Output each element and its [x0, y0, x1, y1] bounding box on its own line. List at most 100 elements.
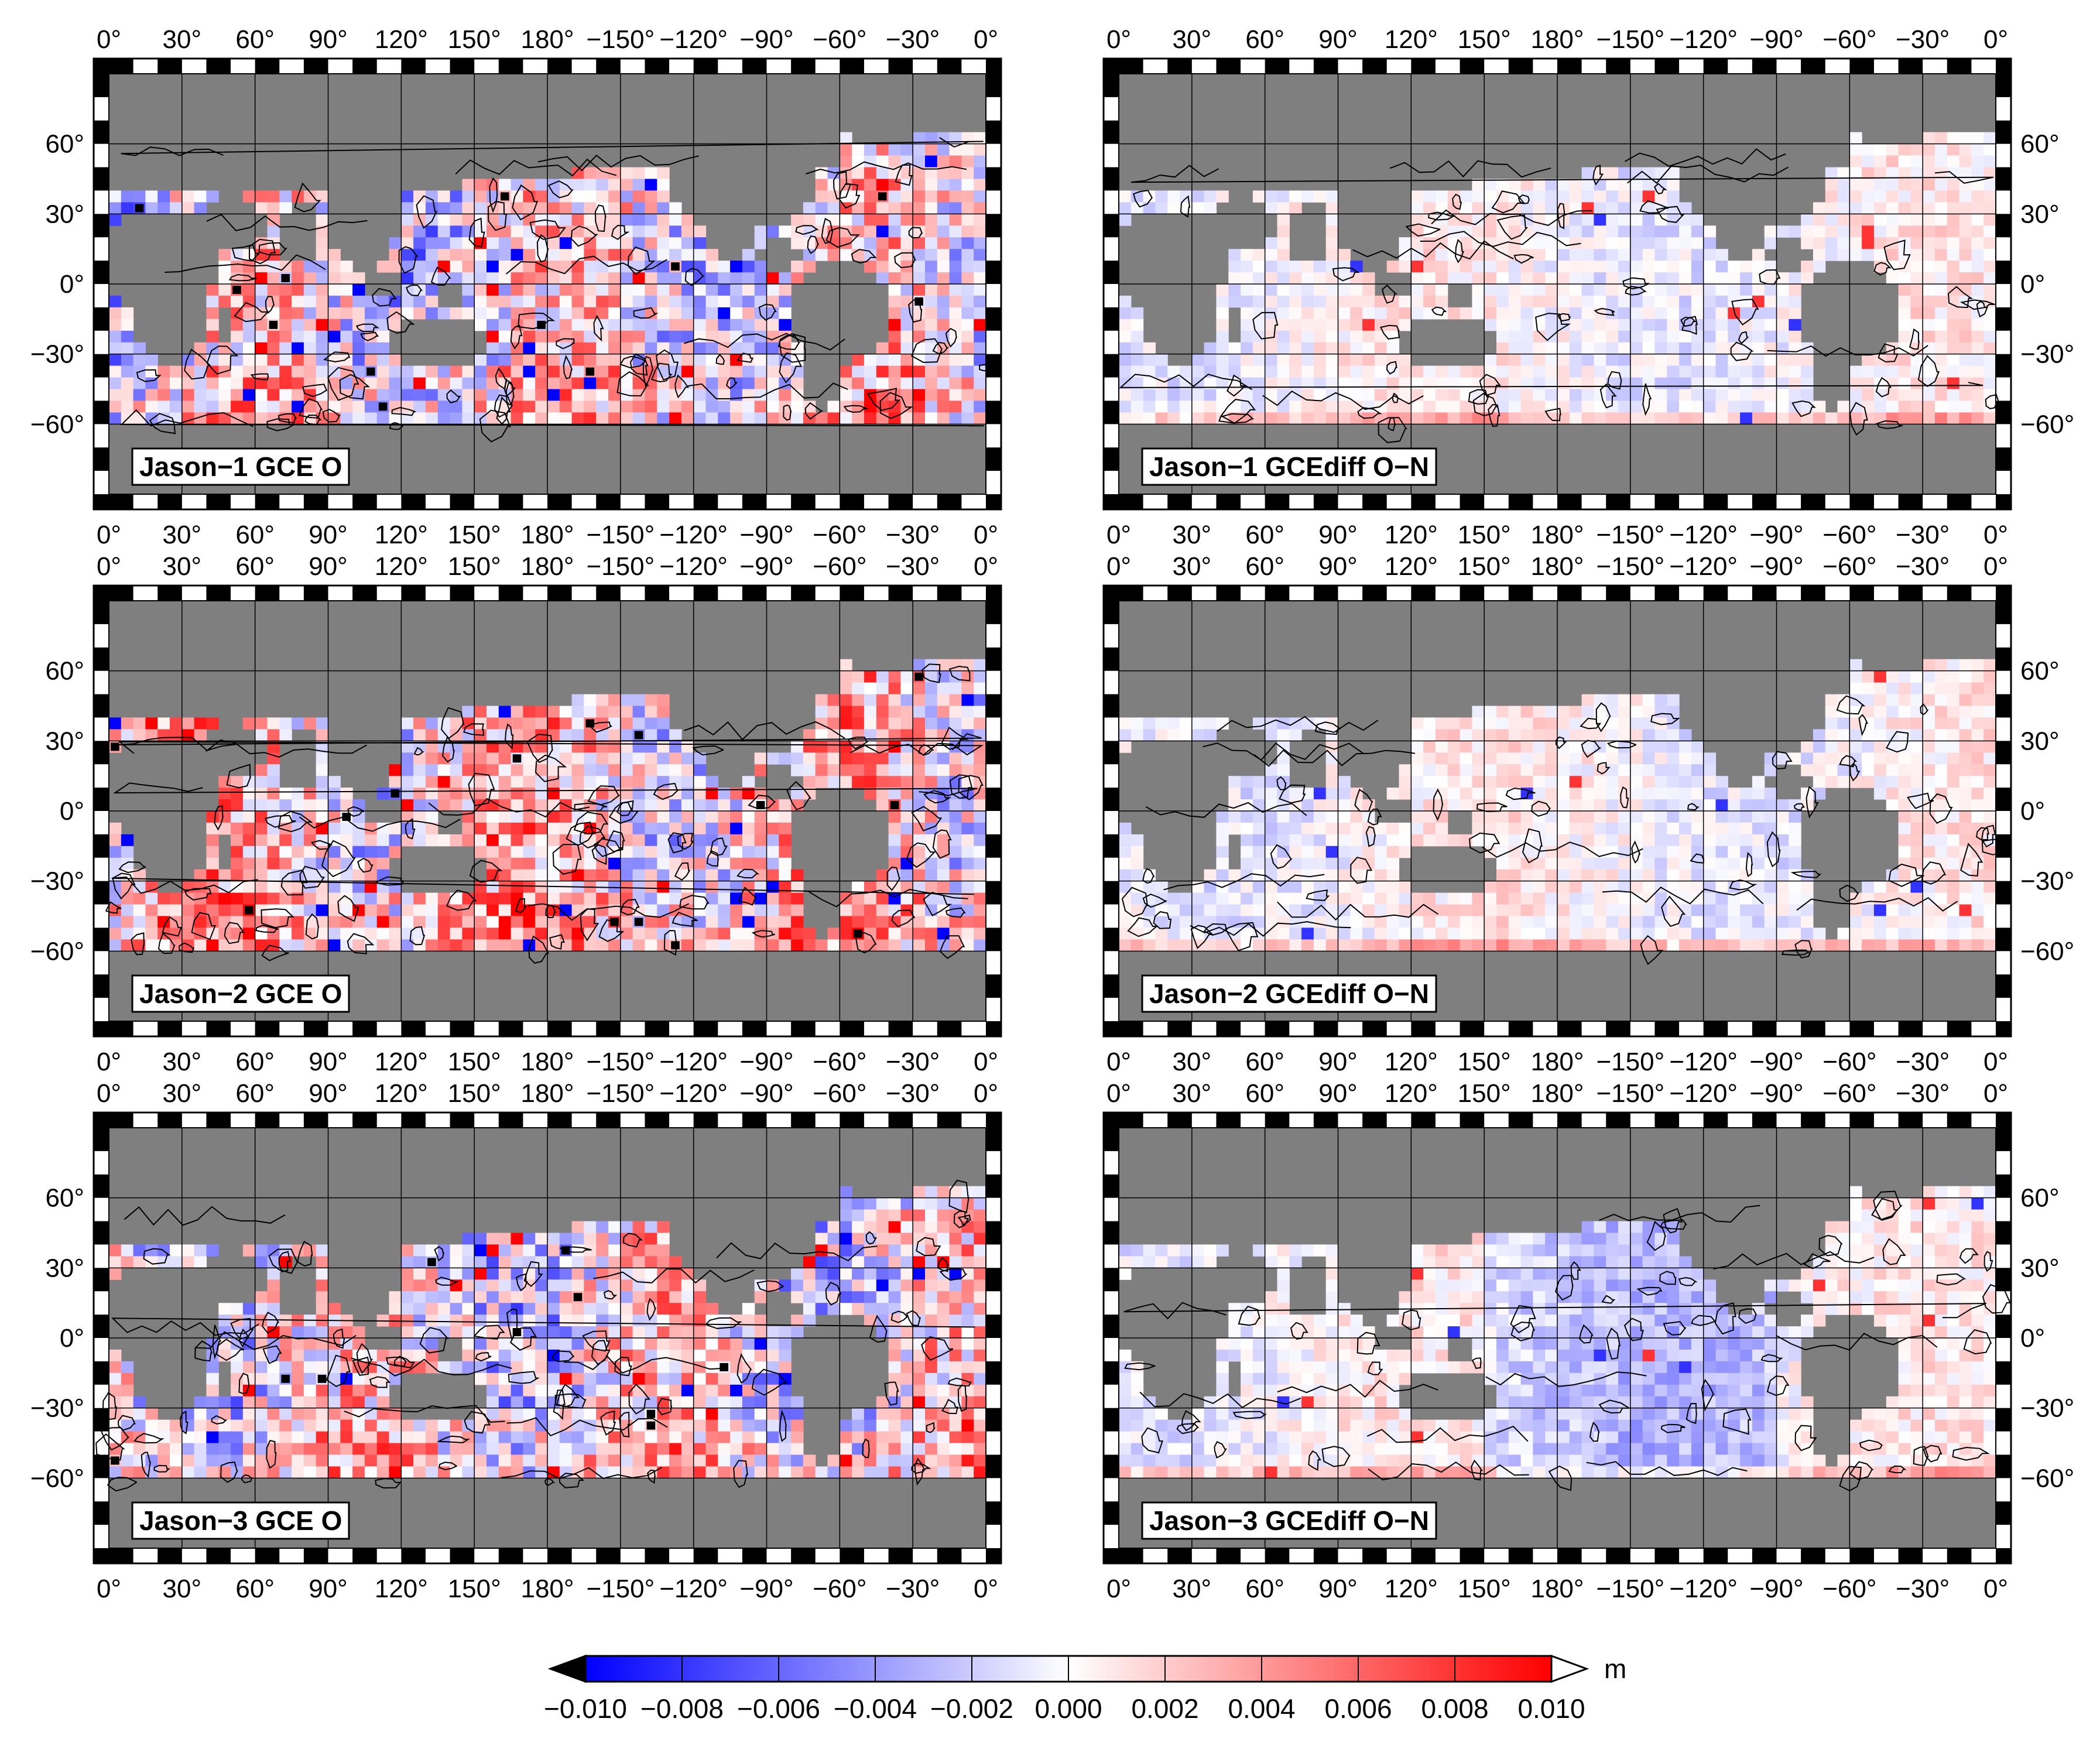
- lon-tick-labels-bottom: 0° 30° 60° 90° 120° 150° 180° −150° −120° −90° −60…: [1106, 1575, 2008, 1603]
- lon-tick-label: 30°: [1173, 1048, 1212, 1076]
- lat-tick-label: 60°: [2020, 657, 2060, 686]
- lon-tick-label: 60°: [1245, 1048, 1284, 1076]
- lat-tick-label: 0°: [2020, 270, 2045, 299]
- colorbar-tick-label: 0.004: [1228, 1693, 1295, 1724]
- lat-tick-label: −30°: [30, 867, 84, 896]
- lon-tick-label: −150°: [1596, 521, 1664, 549]
- lon-tick-label: 60°: [235, 552, 275, 581]
- lon-tick-label: 0°: [1983, 1079, 2008, 1108]
- lat-tick-labels: 60° 30° 0° −30° −60°: [2020, 657, 2074, 966]
- panel-title: Jason−1 GCE O: [139, 451, 342, 482]
- lon-tick-label: −30°: [1896, 552, 1950, 581]
- lon-tick-label: −60°: [813, 1575, 866, 1603]
- lon-tick-label: −120°: [1669, 1575, 1738, 1603]
- lon-tick-label: −60°: [1822, 521, 1876, 549]
- contour-lines: [1123, 1190, 2012, 1492]
- graticule: [1119, 1128, 1996, 1548]
- lon-tick-label: 150°: [448, 1079, 501, 1108]
- lat-tick-label: −30°: [30, 340, 84, 369]
- lon-tick-label: −30°: [1896, 521, 1950, 549]
- lon-tick-label: −60°: [1822, 25, 1876, 54]
- lat-tick-label: 30°: [2020, 727, 2060, 755]
- colorbar-tick-label: 0.002: [1131, 1693, 1198, 1724]
- lon-tick-label: −120°: [659, 25, 728, 54]
- lon-tick-label: 0°: [974, 25, 998, 54]
- lon-tick-label: 120°: [375, 552, 428, 581]
- lon-tick-labels-top: 0° 30° 60° 90° 120° 150° 180° −150° −120° −90° −60…: [1106, 552, 2008, 581]
- lon-tick-label: 120°: [375, 521, 428, 549]
- lon-tick-label: 150°: [1458, 1575, 1511, 1603]
- lon-tick-label: −30°: [886, 1079, 940, 1108]
- lat-tick-label: −30°: [30, 1394, 84, 1423]
- lat-tick-label: −60°: [2020, 937, 2074, 966]
- lon-tick-label: −150°: [586, 521, 655, 549]
- lon-tick-label: −150°: [586, 1575, 655, 1603]
- lon-tick-label: 150°: [1458, 1048, 1511, 1076]
- lon-tick-label: 120°: [375, 25, 428, 54]
- colorbar-tick-label: −0.008: [640, 1693, 724, 1724]
- lon-tick-label: −60°: [1822, 1048, 1876, 1076]
- lon-tick-label: 150°: [448, 1048, 501, 1076]
- panel-title: Jason−1 GCEdiff O−N: [1149, 451, 1429, 482]
- lon-tick-label: −90°: [1749, 1575, 1803, 1603]
- lat-tick-label: −60°: [30, 1464, 84, 1493]
- lat-tick-label: 30°: [45, 727, 84, 755]
- lon-tick-labels-bottom: 0° 30° 60° 90° 120° 150° 180° −150° −120° −90° −60…: [1106, 521, 2008, 549]
- lon-tick-label: 90°: [309, 552, 348, 581]
- lon-tick-label: 0°: [1106, 25, 1131, 54]
- graticule: [1119, 74, 1996, 494]
- lon-tick-label: 150°: [1458, 25, 1511, 54]
- lat-tick-label: 0°: [60, 1324, 84, 1353]
- lon-tick-label: −120°: [1669, 1048, 1738, 1076]
- graticule: [109, 1128, 986, 1548]
- lon-tick-label: 150°: [1458, 521, 1511, 549]
- lon-tick-label: 0°: [1983, 1575, 2008, 1603]
- lon-tick-labels-bottom: 0° 30° 60° 90° 120° 150° 180° −150° −120° −90° −60…: [97, 521, 998, 549]
- lon-tick-label: −90°: [1749, 521, 1803, 549]
- lon-tick-label: 120°: [1385, 1575, 1438, 1603]
- lon-tick-label: 0°: [974, 521, 998, 549]
- lon-tick-label: 0°: [1106, 1079, 1131, 1108]
- frame-checker: [94, 59, 1001, 509]
- lon-tick-label: −90°: [1749, 25, 1803, 54]
- lon-tick-label: 90°: [1318, 552, 1358, 581]
- lon-tick-label: −30°: [886, 552, 940, 581]
- colorbar-over-triangle: [1550, 1654, 1589, 1683]
- lat-tick-label: −30°: [2020, 867, 2074, 896]
- lat-tick-label: 0°: [60, 270, 84, 299]
- lon-tick-label: 30°: [1173, 552, 1212, 581]
- lon-tick-labels-top: 0° 30° 60° 90° 120° 150° 180° −150° −120° −90° −60…: [1106, 25, 2008, 54]
- lon-tick-label: −120°: [1669, 1079, 1738, 1108]
- lon-tick-label: 180°: [1530, 1575, 1584, 1603]
- lat-tick-label: 0°: [2020, 1324, 2045, 1353]
- lon-tick-label: 180°: [520, 521, 574, 549]
- colorbar-tick-label: 0.008: [1421, 1693, 1488, 1724]
- lat-tick-labels: 60° 30° 0° −30° −60°: [2020, 1184, 2074, 1493]
- lon-tick-label: 0°: [97, 521, 121, 549]
- lon-tick-label: 120°: [375, 1575, 428, 1603]
- lon-tick-label: −150°: [586, 25, 655, 54]
- map-panel: 0° 30° 60° 90° 120° 150° 180° −150° −120° −90° −60…: [30, 552, 1002, 1076]
- lon-tick-label: −30°: [1896, 25, 1950, 54]
- contour-lines: [105, 663, 984, 964]
- lon-tick-label: −120°: [659, 552, 728, 581]
- lon-tick-label: 150°: [448, 25, 501, 54]
- lon-tick-labels-top: 0° 30° 60° 90° 120° 150° 180° −150° −120° −90° −60…: [97, 25, 998, 54]
- lat-tick-labels: 60° 30° 0° −30° −60°: [30, 657, 84, 966]
- lon-tick-label: 90°: [309, 25, 348, 54]
- lon-tick-label: 150°: [448, 1575, 501, 1603]
- map-panel: 0° 30° 60° 90° 120° 150° 180° −150° −120° −90° −60…: [30, 25, 1002, 549]
- lon-tick-label: 180°: [520, 25, 574, 54]
- lat-tick-label: −60°: [2020, 410, 2074, 439]
- lon-tick-labels-top: 0° 30° 60° 90° 120° 150° 180° −150° −120° −90° −60…: [1106, 1079, 2008, 1108]
- lon-tick-label: 0°: [97, 1079, 121, 1108]
- colorbar-tick-label: 0.000: [1034, 1693, 1102, 1724]
- lon-tick-label: 90°: [309, 521, 348, 549]
- lon-tick-label: −90°: [739, 521, 793, 549]
- lon-tick-label: 120°: [375, 1048, 428, 1076]
- lon-tick-label: 90°: [309, 1079, 348, 1108]
- lon-tick-label: 0°: [1106, 552, 1131, 581]
- lon-tick-label: −150°: [586, 552, 655, 581]
- lon-tick-label: 180°: [520, 1575, 574, 1603]
